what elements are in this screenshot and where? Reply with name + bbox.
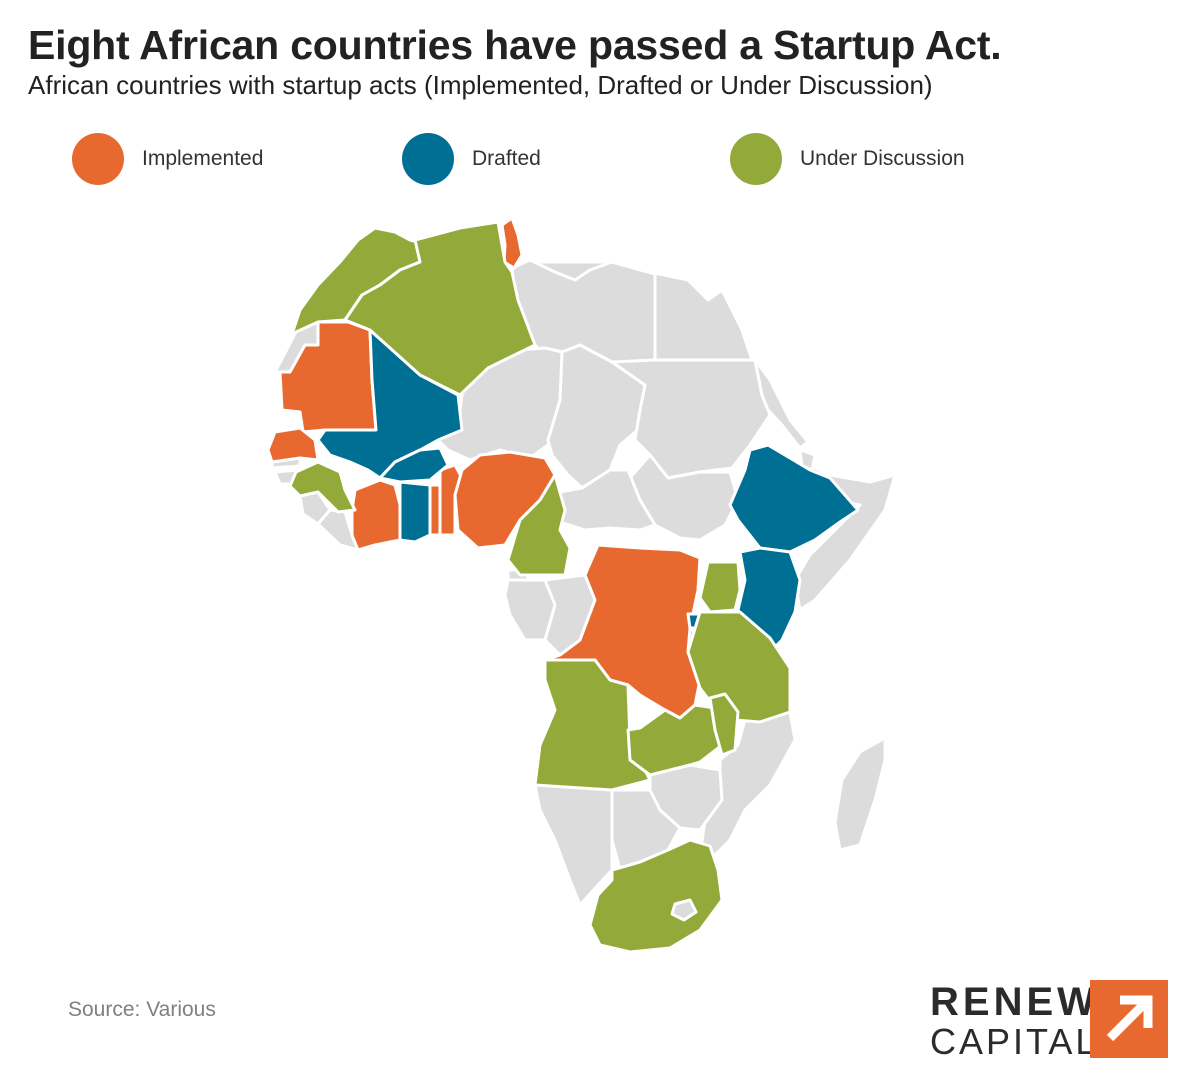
chart-title: Eight African countries have passed a St…	[28, 22, 1002, 68]
source-note: Source: Various	[68, 998, 216, 1021]
country-eritrea	[753, 358, 810, 450]
country-madagascar	[833, 736, 887, 852]
country-malawi	[708, 692, 740, 757]
country-guinea	[288, 460, 357, 514]
country-senegal	[266, 426, 320, 464]
country-lesotho-overlay	[670, 898, 698, 922]
renew-capital-logo-text: RENEW CAPITAL	[930, 980, 1099, 1062]
logo-line-capital: CAPITAL	[930, 1021, 1099, 1062]
country-zambia	[626, 703, 724, 777]
country-ghana	[398, 480, 432, 544]
legend-label-under-discussion: Under Discussion	[800, 147, 965, 170]
chart-subtitle: African countries with startup acts (Imp…	[28, 70, 933, 100]
legend-swatch-under-discussion	[730, 133, 782, 185]
country-burkina-faso	[378, 446, 450, 484]
country-mali	[316, 328, 464, 480]
country-angola	[533, 658, 652, 792]
country-cote-divoire	[350, 478, 402, 552]
legend-item-implemented: Implemented	[72, 132, 263, 186]
country-south-africa	[588, 838, 724, 954]
country-cameroon	[506, 473, 572, 577]
logo-line-renew: RENEW	[930, 980, 1099, 1024]
legend-swatch-implemented	[72, 133, 124, 185]
country-algeria	[343, 220, 537, 397]
country-tanzania	[686, 610, 792, 724]
legend-item-drafted: Drafted	[402, 132, 541, 186]
legend-label-implemented: Implemented	[142, 147, 264, 170]
country-tunisia	[500, 216, 524, 270]
country-dr-congo	[543, 543, 702, 720]
legend-swatch-drafted	[402, 133, 454, 185]
country-ethiopia	[728, 443, 860, 554]
africa-map	[266, 216, 897, 954]
legend-label-drafted: Drafted	[472, 147, 541, 170]
country-uganda	[698, 560, 742, 614]
country-namibia	[533, 783, 614, 907]
legend-item-under-discussion: Under Discussion	[730, 132, 965, 186]
arrow-up-right-icon	[1090, 980, 1168, 1058]
